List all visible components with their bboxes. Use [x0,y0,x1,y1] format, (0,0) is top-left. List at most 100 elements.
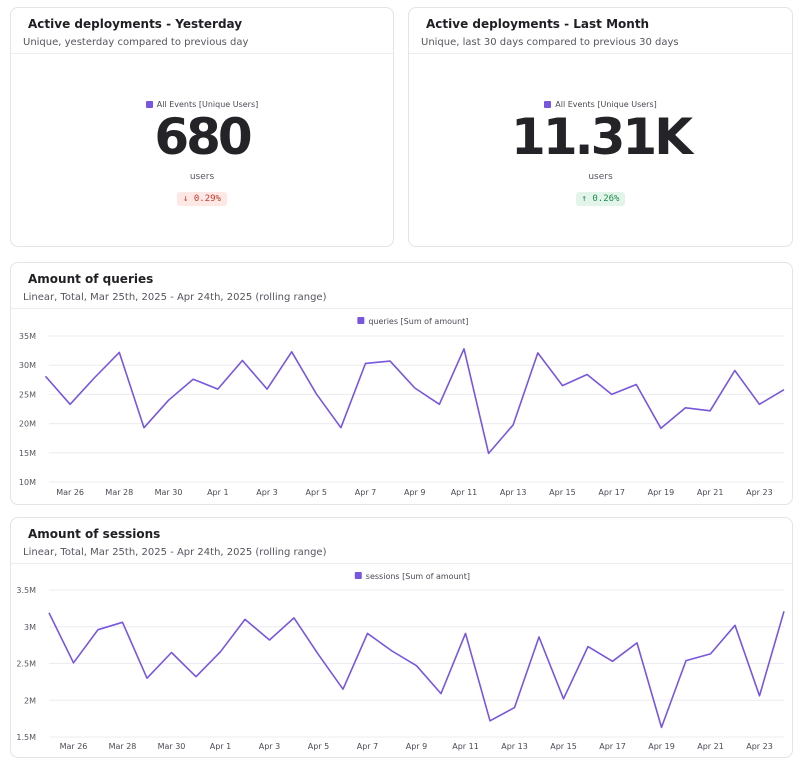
data-point[interactable] [141,425,146,430]
x-tick-label: Mar 28 [109,742,137,751]
data-point[interactable] [117,350,122,355]
data-point[interactable] [488,718,493,723]
kpi-card-title[interactable]: Active deployments - Last Month [426,17,650,31]
series-line[interactable] [44,347,785,455]
chart-legend[interactable]: sessions [Sum of amount] [354,572,470,581]
x-tick-label: Mar 30 [158,742,186,751]
data-point[interactable] [267,637,272,642]
kpi-legend[interactable]: All Events [Unique Users] [11,100,393,109]
data-point[interactable] [169,650,174,655]
data-point[interactable] [215,387,220,392]
data-point[interactable] [412,385,417,390]
series-line[interactable] [48,611,785,729]
data-point[interactable] [218,649,223,654]
x-tick-label: Apr 5 [308,742,329,751]
data-point[interactable] [437,402,442,407]
y-tick-label: 2.5M [16,660,36,669]
data-point[interactable] [414,663,419,668]
data-point[interactable] [166,398,171,403]
data-point[interactable] [463,631,468,636]
x-tick-label: Apr 13 [500,488,527,497]
kpi-legend[interactable]: All Events [Unique Users] [409,100,792,109]
data-point[interactable] [316,652,321,657]
x-tick-label: Apr 17 [598,488,625,497]
data-point[interactable] [71,660,76,665]
data-point[interactable] [586,644,591,649]
data-point[interactable] [292,615,297,620]
data-point[interactable] [486,451,491,456]
data-point[interactable] [658,426,663,431]
data-point[interactable] [43,374,48,379]
data-point[interactable] [609,392,614,397]
x-tick-label: Apr 15 [549,488,576,497]
data-point[interactable] [388,359,393,364]
kpi-body: All Events [Unique Users] 680 users ↓ 0.… [11,54,393,246]
x-tick-label: Apr 17 [599,742,626,751]
kpi-card-yesterday[interactable]: Active deployments - Yesterday Unique, y… [10,7,394,247]
data-point[interactable] [338,425,343,430]
data-point[interactable] [635,640,640,645]
data-point[interactable] [684,658,689,663]
data-point[interactable] [708,408,713,413]
data-point[interactable] [535,350,540,355]
x-tick-label: Mar 26 [56,488,84,497]
data-point[interactable] [585,372,590,377]
queries-line-chart[interactable]: queries [Sum of amount] 10M 15M 20M 25M 30M 35… [11,309,792,504]
data-point[interactable] [243,617,248,622]
chart-card-title[interactable]: Amount of queries [28,272,154,286]
data-point[interactable] [96,627,101,632]
kpi-unit: users [588,172,613,182]
data-point[interactable] [365,631,370,636]
kpi-card-title[interactable]: Active deployments - Yesterday [28,17,243,31]
data-point[interactable] [68,402,73,407]
x-tick-label: Apr 15 [550,742,577,751]
data-point[interactable] [363,361,368,366]
data-point[interactable] [390,649,395,654]
data-point[interactable] [47,610,52,615]
data-point[interactable] [561,696,566,701]
data-point[interactable] [634,382,639,387]
data-point[interactable] [341,687,346,692]
data-point[interactable] [732,368,737,373]
sessions-line-chart[interactable]: sessions [Sum of amount] 1.5M 2M 2.5M 3M 3.5M… [11,564,792,757]
data-point[interactable] [461,346,466,351]
kpi-card-subtitle: Unique, yesterday compared to previous d… [23,37,249,48]
chart-card-queries[interactable]: Amount of queries Linear, Total, Mar 25t… [10,262,793,505]
kpi-card-last-month[interactable]: Active deployments - Last Month Unique, … [408,7,793,247]
x-tick-label: Apr 11 [452,742,479,751]
data-point[interactable] [265,387,270,392]
data-point[interactable] [240,358,245,363]
chart-card-sessions[interactable]: Amount of sessions Linear, Total, Mar 25… [10,517,793,758]
data-point[interactable] [512,705,517,710]
kpi-change-badge: ↑ 0.26% [575,192,626,206]
data-point[interactable] [191,377,196,382]
data-point[interactable] [511,422,516,427]
data-point[interactable] [757,693,762,698]
data-point[interactable] [120,620,125,625]
y-tick-label: 2M [24,696,36,705]
chart-legend[interactable]: queries [Sum of amount] [357,317,468,326]
data-point[interactable] [560,383,565,388]
y-tick-label: 25M [19,390,36,399]
data-point[interactable] [757,402,762,407]
data-point[interactable] [92,375,97,380]
data-point[interactable] [145,676,150,681]
chart-card-title[interactable]: Amount of sessions [28,527,161,541]
data-point[interactable] [659,725,664,730]
data-point[interactable] [314,391,319,396]
data-point[interactable] [289,349,294,354]
data-point[interactable] [439,691,444,696]
x-tick-label: Apr 23 [746,488,773,497]
data-point[interactable] [537,635,542,640]
data-point[interactable] [733,623,738,628]
data-point[interactable] [683,405,688,410]
data-point[interactable] [610,659,615,664]
kpi-card-header: Active deployments - Last Month Unique, … [409,8,792,54]
data-point[interactable] [708,651,713,656]
data-point[interactable] [782,609,787,614]
x-tick-label: Apr 9 [404,488,425,497]
data-point[interactable] [782,387,787,392]
data-point[interactable] [194,674,199,679]
chart-card-header: Amount of sessions Linear, Total, Mar 25… [11,518,792,564]
chart-card-header: Amount of queries Linear, Total, Mar 25t… [11,263,792,309]
